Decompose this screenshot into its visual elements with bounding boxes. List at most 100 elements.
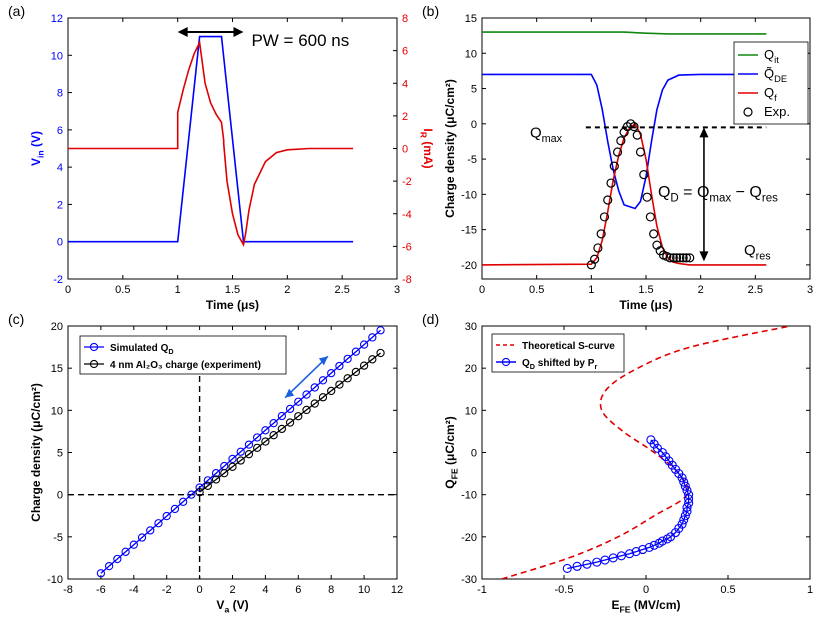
- data-point: [294, 412, 303, 421]
- data-point: [359, 361, 369, 370]
- y-tick-label: 10: [465, 48, 477, 60]
- y-right-axis-label: IR (mA): [418, 128, 435, 168]
- legend-label: Qit: [764, 47, 779, 65]
- data-point: [96, 569, 106, 578]
- data-point: [203, 476, 212, 485]
- data-point: [310, 399, 319, 408]
- data-point: [104, 561, 114, 571]
- exp-point: [616, 136, 626, 146]
- y-tick-label: 5: [57, 448, 63, 460]
- data-point: [236, 456, 245, 465]
- legend-box: [79, 335, 287, 375]
- x-tick-label: 3: [807, 284, 813, 296]
- data-point: [244, 450, 254, 459]
- y-tick-label: -15: [461, 225, 477, 237]
- data-point: [285, 404, 295, 414]
- legend-marker: [89, 359, 99, 369]
- data-point: [178, 497, 188, 506]
- x-tick-label: 12: [391, 584, 403, 596]
- data-point: [211, 469, 221, 478]
- exp-point: [645, 212, 655, 222]
- data-point: [228, 454, 237, 464]
- data-point: [302, 390, 311, 399]
- data-point: [154, 519, 163, 528]
- data-point: [327, 368, 336, 378]
- data-point: [302, 405, 311, 415]
- qd-point: [682, 502, 692, 512]
- qres-label: Qres: [744, 242, 771, 263]
- y-tick-label: 10: [51, 405, 63, 417]
- y-axis-label: Charge density (μC/cm²): [443, 79, 457, 218]
- legend-label: Qf: [764, 85, 777, 103]
- y-right-tick-label: 8: [402, 13, 408, 25]
- qd-point: [572, 561, 582, 571]
- y-tick-label: 15: [465, 13, 477, 25]
- pw-annotation: PW = 600 ns: [251, 31, 349, 50]
- x-tick-label: -1: [477, 584, 487, 596]
- x-tick-label: 0.5: [720, 584, 735, 596]
- exp-point: [606, 178, 616, 188]
- pw-arrow-head: [233, 27, 244, 37]
- exp-point: [593, 243, 603, 253]
- exp-point: [612, 147, 623, 157]
- y-tick-label: -30: [461, 574, 477, 586]
- x-tick-label: 0: [479, 284, 485, 296]
- qd-equation: QD = Qmax − Qres: [658, 184, 778, 205]
- data-point: [220, 469, 229, 478]
- y-tick-label: -10: [461, 490, 477, 502]
- data-point: [310, 383, 319, 392]
- x-tick-label: -0.5: [555, 584, 574, 596]
- legend-label: Q̃DE: [764, 66, 787, 84]
- x-tick-label: -2: [162, 584, 172, 596]
- data-point: [187, 490, 196, 499]
- y-tick-label: -10: [461, 189, 477, 201]
- panel-label: (c): [8, 311, 24, 327]
- data-point: [376, 348, 385, 358]
- data-point: [244, 440, 254, 449]
- data-point: [129, 540, 138, 549]
- panel-label: (d): [422, 311, 439, 327]
- qd-point: [657, 536, 667, 546]
- x-tick-label: 2: [284, 284, 290, 296]
- y-tick-label: 0: [57, 490, 63, 502]
- data-point: [335, 380, 344, 389]
- data-point: [211, 475, 221, 484]
- exp-point: [642, 192, 652, 202]
- y-tick-label: -20: [461, 260, 477, 272]
- x-tick-label: 0.5: [529, 284, 544, 296]
- data-point: [359, 340, 369, 349]
- data-point: [327, 386, 336, 396]
- exp-point: [590, 254, 600, 264]
- legend-label: QD shifted by Pr: [522, 358, 597, 371]
- x-tick-label: 6: [295, 584, 301, 596]
- y-right-tick-label: 0: [402, 144, 408, 156]
- data-point: [162, 511, 171, 521]
- qd-point: [684, 494, 694, 504]
- series-line: [482, 31, 767, 35]
- qd-point: [625, 549, 635, 559]
- legend-box: [491, 333, 625, 373]
- x-tick-label: 0: [643, 584, 649, 596]
- y-tick-label: -5: [53, 532, 63, 544]
- data-point: [277, 424, 286, 434]
- data-point: [335, 361, 344, 371]
- data-point: [368, 355, 377, 364]
- exp-point: [632, 130, 642, 140]
- data-point: [318, 376, 328, 385]
- x-axis-label: Time (μs): [619, 298, 672, 312]
- panel-label: (a): [8, 3, 25, 19]
- sweep-arrow: [284, 355, 329, 399]
- x-tick-label: 4: [262, 584, 268, 596]
- data-point: [113, 554, 122, 564]
- x-tick-label: 10: [358, 584, 370, 596]
- exp-point: [649, 229, 659, 239]
- exp-point: [672, 253, 682, 263]
- qd-point: [592, 557, 602, 567]
- qd-point: [677, 519, 687, 529]
- qd-point: [600, 555, 610, 565]
- qd-point: [680, 511, 690, 521]
- data-point: [236, 447, 245, 456]
- x-tick-label: 2: [698, 284, 704, 296]
- exp-point: [599, 212, 610, 222]
- data-point: [203, 481, 212, 490]
